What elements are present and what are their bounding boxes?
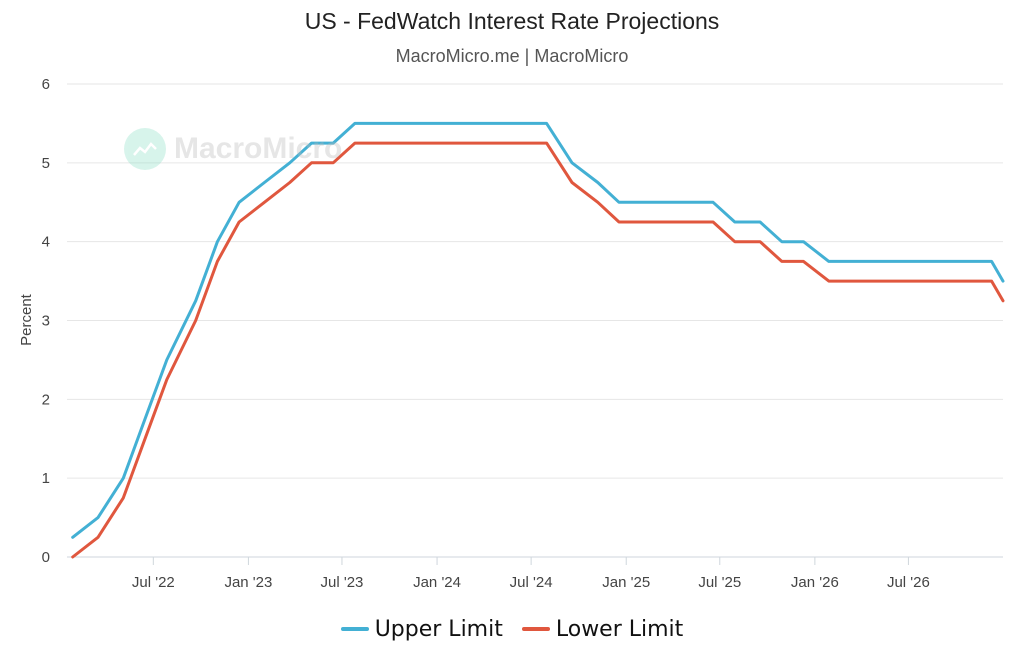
legend-swatch-upper-limit <box>340 627 369 631</box>
legend-item-upper-limit[interactable]: Upper Limit <box>340 616 503 642</box>
x-tick-label: Jul '26 <box>887 574 930 591</box>
y-tick-label: 2 <box>42 391 50 408</box>
legend-label-upper-limit: Upper Limit <box>374 616 503 642</box>
legend: Upper Limit Lower Limit <box>0 612 1024 642</box>
x-tick-label: Jul '22 <box>132 574 175 591</box>
chart-title: US - FedWatch Interest Rate Projections <box>304 8 720 34</box>
x-tick-label: Jan '23 <box>224 574 272 591</box>
axes: 0 1 2 3 4 5 6 Jul '22 Jan '23 Jul '23 Jan '24 Jul '… <box>42 76 930 591</box>
legend-swatch-lower-limit <box>521 627 550 631</box>
y-axis-label: Percent <box>18 293 35 346</box>
x-tick-label: Jan '25 <box>602 574 650 591</box>
y-tick-label: 6 <box>42 76 50 93</box>
chart-subtitle: MacroMicro.me | MacroMicro <box>395 46 629 66</box>
x-tick-label: Jan '24 <box>413 574 461 591</box>
series-lines <box>71 121 1005 559</box>
y-tick-label: 5 <box>42 155 50 172</box>
x-tick-label: Jan '26 <box>791 574 839 591</box>
legend-label-lower-limit: Lower Limit <box>555 616 684 642</box>
series-line-lower-limit[interactable] <box>71 141 1005 559</box>
y-tick-label: 4 <box>42 234 50 251</box>
y-tick-label: 1 <box>42 470 50 487</box>
legend-item-lower-limit[interactable]: Lower Limit <box>521 616 684 642</box>
y-tick-label: 3 <box>42 313 50 330</box>
grid-lines <box>67 83 1003 558</box>
x-tick-label: Jul '25 <box>698 574 741 591</box>
x-tick-label: Jul '24 <box>510 574 553 591</box>
x-tick-label: Jul '23 <box>321 574 364 591</box>
y-tick-label: 0 <box>42 549 50 566</box>
series-line-upper-limit[interactable] <box>71 121 1005 539</box>
